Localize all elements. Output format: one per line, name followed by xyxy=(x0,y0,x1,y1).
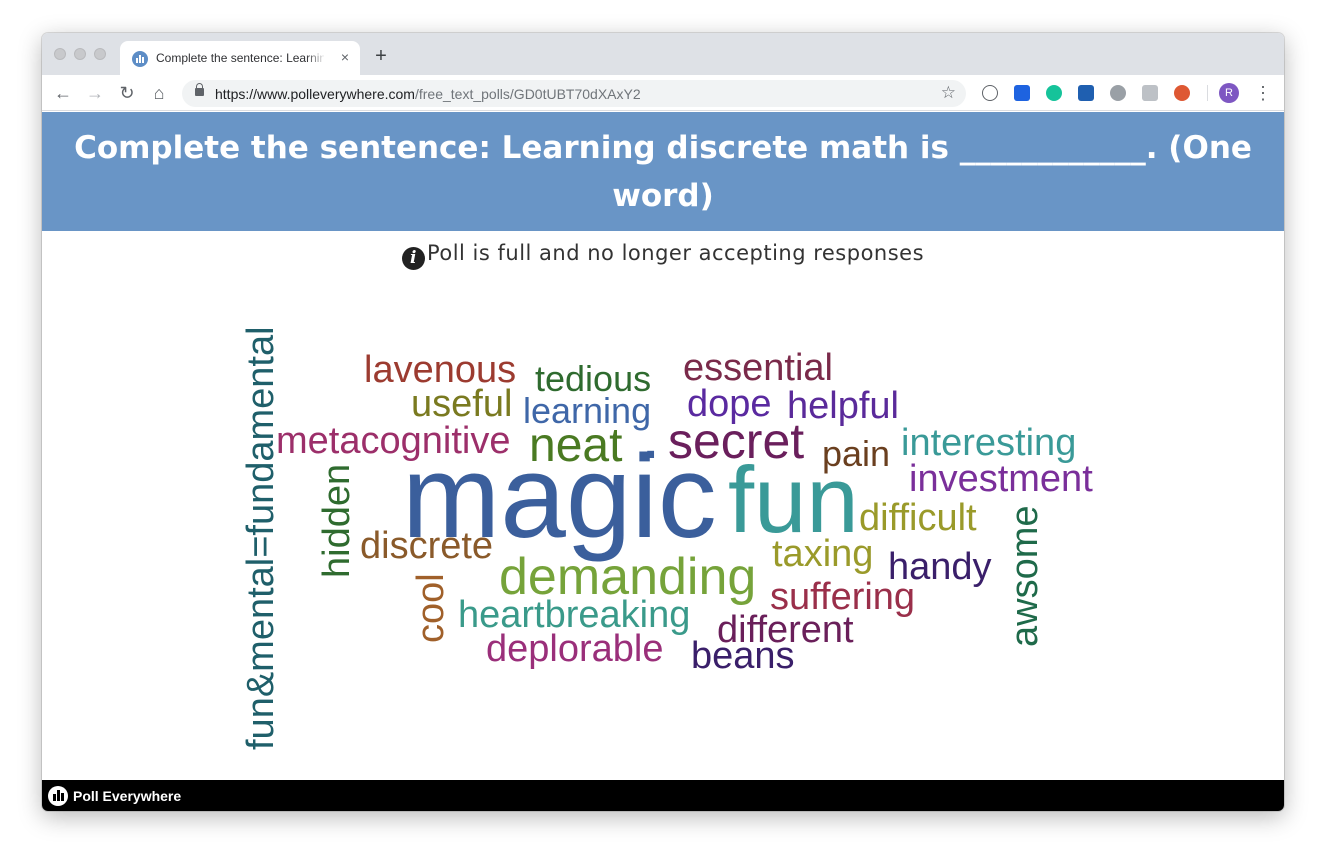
word-pain: pain xyxy=(822,433,890,474)
poll-question-header: Complete the sentence: Learning discrete… xyxy=(42,112,1284,231)
maximize-window-button[interactable] xyxy=(94,48,106,60)
browser-window: Complete the sentence: Learning discrete… xyxy=(42,33,1284,811)
word-helpful: helpful xyxy=(787,385,899,427)
word-useful: useful xyxy=(411,383,512,425)
duckduckgo-icon[interactable] xyxy=(1174,85,1190,101)
word-investment: investment xyxy=(909,458,1093,500)
close-window-button[interactable] xyxy=(54,48,66,60)
extension-y-icon[interactable] xyxy=(1078,85,1094,101)
new-tab-button[interactable]: + xyxy=(375,45,387,67)
tab-strip: Complete the sentence: Learning discrete… xyxy=(42,33,1284,75)
word-dope: dope xyxy=(687,383,772,425)
word-interesting: interesting xyxy=(901,422,1076,464)
dropbox-icon[interactable] xyxy=(1014,85,1030,101)
word-fun: fun xyxy=(728,447,859,552)
word-difficult: difficult xyxy=(859,497,977,539)
word-awsome: awsome xyxy=(1004,506,1046,648)
word-deplorable: deplorable xyxy=(486,628,663,670)
word-heartbreaking: heartbreaking xyxy=(458,594,690,636)
word-discrete: discrete xyxy=(360,525,493,567)
tab-title: Complete the sentence: Learning discrete… xyxy=(156,51,324,65)
bookmark-star-icon[interactable]: ☆ xyxy=(940,83,956,102)
word-hidden: hidden xyxy=(316,464,358,578)
tab-close-icon[interactable]: × xyxy=(340,49,350,65)
word-taxing: taxing xyxy=(772,533,873,575)
word-dot: . xyxy=(644,416,657,469)
poll-status: i Poll is full and no longer accepting re… xyxy=(42,241,1284,270)
home-icon[interactable]: ⌂ xyxy=(153,83,165,103)
poll-status-text: Poll is full and no longer accepting res… xyxy=(426,241,925,265)
word-essential: essential xyxy=(683,347,833,389)
word-different: different xyxy=(717,609,854,651)
address-bar[interactable]: https://www.polleverywhere.com/free_text… xyxy=(182,80,966,107)
drive-icon[interactable] xyxy=(1142,85,1158,101)
minimize-window-button[interactable] xyxy=(74,48,86,60)
active-tab[interactable]: Complete the sentence: Learning discrete… xyxy=(120,41,360,75)
profile-avatar[interactable]: R xyxy=(1219,83,1239,103)
word-beans: beans xyxy=(691,635,795,677)
word-lavenous: lavenous xyxy=(364,349,516,391)
footer-brand[interactable]: Poll Everywhere xyxy=(73,788,182,804)
back-icon[interactable]: ← xyxy=(54,83,72,103)
forward-icon[interactable]: → xyxy=(86,83,104,103)
word-neat: neat xyxy=(529,419,622,472)
reload-icon[interactable]: ↻ xyxy=(119,83,135,103)
grammarly-icon[interactable] xyxy=(1046,85,1062,101)
poll-everywhere-logo-icon xyxy=(48,786,68,806)
info-icon: i xyxy=(401,247,425,270)
word-magic: magic xyxy=(402,431,717,563)
word-fun-mental-fundamental: fun&mental=fundamental xyxy=(240,326,282,750)
word-metacognitive: metacognitive xyxy=(276,420,510,462)
extension-v-icon[interactable] xyxy=(1110,85,1126,101)
menu-icon[interactable]: ⋮ xyxy=(1254,83,1272,103)
footer-bar: Poll Everywhere xyxy=(42,780,1284,811)
word-suffering: suffering xyxy=(770,576,915,618)
word-learning: learning xyxy=(523,390,651,431)
word-tedious: tedious xyxy=(535,358,651,399)
lock-icon xyxy=(195,83,204,96)
word-cool: cool xyxy=(410,573,452,643)
extension-icon[interactable] xyxy=(982,85,998,101)
word-demanding: demanding xyxy=(499,548,756,606)
poll-everywhere-favicon-icon xyxy=(132,51,148,67)
url-text[interactable]: https://www.polleverywhere.com/free_text… xyxy=(215,86,641,102)
browser-toolbar: ← → ↻ ⌂ https://www.polleverywhere.com/f… xyxy=(42,75,1284,111)
word-handy: handy xyxy=(888,546,992,588)
word-secret: secret xyxy=(668,413,804,469)
